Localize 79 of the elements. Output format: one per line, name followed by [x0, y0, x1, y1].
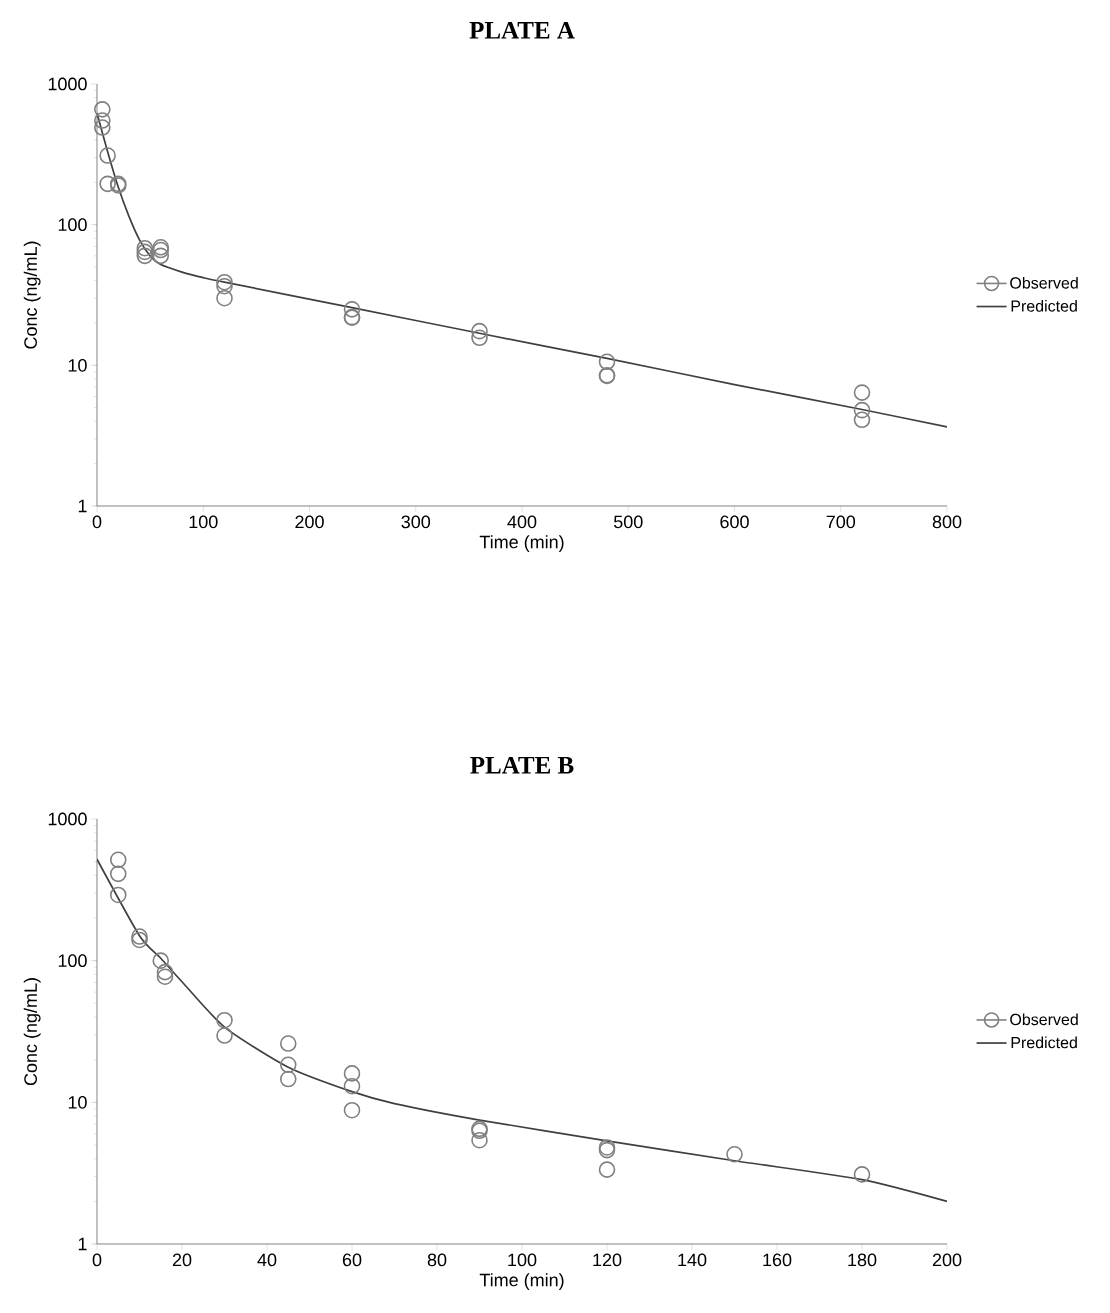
x-tick-label: 160 — [763, 1253, 792, 1267]
x-tick-label: 20 — [172, 1253, 192, 1267]
point — [471, 1131, 488, 1149]
point — [216, 1027, 233, 1044]
point — [136, 243, 154, 261]
line-series — [97, 858, 948, 1203]
point — [99, 147, 116, 164]
x-axis-title: Time (min) — [479, 1273, 564, 1290]
point — [343, 1077, 361, 1095]
y-tick-label: 10 — [68, 358, 87, 372]
point — [109, 865, 127, 883]
point — [853, 384, 871, 401]
point — [279, 1035, 297, 1052]
x-tick-label: 80 — [427, 1253, 447, 1267]
point — [343, 1101, 361, 1119]
point — [279, 1070, 297, 1088]
point — [131, 931, 148, 949]
y-tick-label: 1 — [78, 499, 87, 513]
x-tick-label: 100 — [189, 515, 218, 529]
point — [136, 239, 154, 257]
point — [471, 322, 488, 340]
x-tick-label: 0 — [92, 1253, 102, 1267]
point — [726, 1145, 743, 1163]
legend-label: Predicted — [1011, 1036, 1077, 1049]
point — [216, 277, 233, 295]
y-tick-label: 10 — [68, 1095, 87, 1109]
point — [109, 886, 127, 904]
point — [94, 101, 111, 118]
chart-title: PLATE A — [469, 21, 575, 39]
x-tick-label: 40 — [257, 1253, 277, 1267]
x-tick-label: 200 — [295, 515, 324, 529]
point — [156, 963, 174, 981]
y-tick-label: 1000 — [48, 812, 87, 826]
x-tick-label: 100 — [508, 1253, 537, 1267]
y-tick-label: 1 — [78, 1237, 87, 1251]
point — [598, 353, 616, 371]
point — [343, 301, 361, 318]
point — [152, 952, 170, 969]
point — [136, 247, 154, 265]
point — [853, 401, 871, 419]
x-tick-label: 140 — [678, 1253, 707, 1267]
point — [343, 1065, 361, 1082]
point — [598, 1161, 616, 1178]
point — [279, 1056, 297, 1074]
point — [131, 928, 148, 945]
point — [471, 329, 488, 347]
x-tick-label: 180 — [848, 1253, 877, 1267]
x-tick-label: 120 — [593, 1253, 622, 1267]
point — [216, 273, 233, 291]
legend-label: Predicted — [1011, 299, 1077, 312]
y-axis-title: Conc (ng/mL) — [23, 241, 41, 349]
x-tick-label: 400 — [507, 515, 537, 529]
y-tick-label: 100 — [58, 954, 87, 968]
x-tick-label: 600 — [720, 515, 749, 529]
y-tick-label: 1000 — [48, 77, 87, 91]
legend-label: Observed — [1010, 1013, 1078, 1026]
x-tick-label: 300 — [401, 515, 431, 529]
x-tick-label: 60 — [342, 1253, 362, 1267]
x-axis-title: Time (min) — [479, 535, 564, 552]
point — [94, 119, 111, 136]
x-tick-label: 700 — [826, 515, 856, 529]
point — [853, 411, 871, 429]
point — [853, 1166, 871, 1183]
point — [216, 289, 233, 307]
point — [156, 968, 174, 986]
x-tick-label: 200 — [932, 1253, 962, 1267]
x-tick-label: 0 — [92, 515, 102, 529]
point — [216, 1011, 233, 1029]
x-tick-label: 800 — [932, 515, 962, 529]
point — [94, 112, 111, 129]
legend-label: Observed — [1010, 276, 1078, 289]
y-tick-label: 100 — [58, 218, 87, 232]
point — [99, 175, 116, 193]
x-tick-label: 500 — [613, 515, 643, 529]
point — [109, 851, 127, 869]
y-axis-title: Conc (ng/mL) — [23, 978, 41, 1086]
chart-title: PLATE B — [470, 756, 574, 774]
point — [152, 247, 170, 265]
line-series — [97, 112, 948, 428]
